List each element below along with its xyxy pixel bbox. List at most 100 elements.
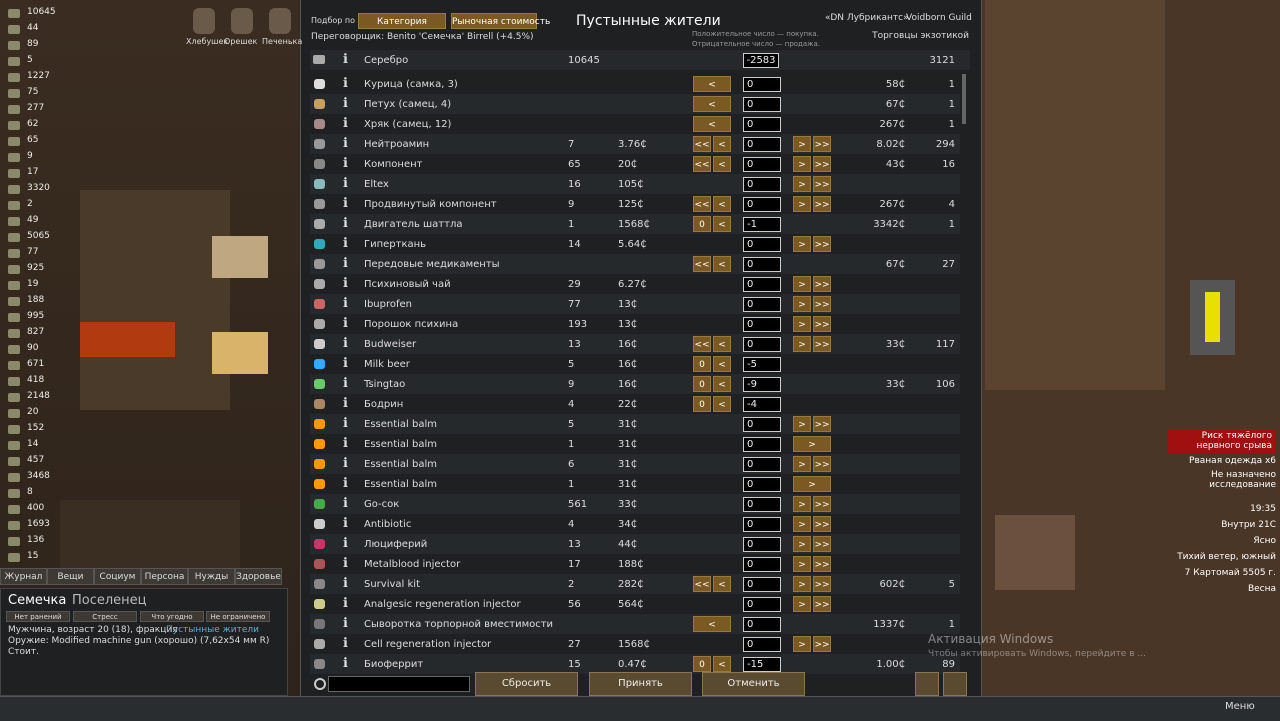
- amount-box[interactable]: 0: [743, 597, 781, 612]
- amount-box[interactable]: 0: [743, 537, 781, 552]
- buy-sell-button[interactable]: >: [793, 296, 811, 312]
- amount-box[interactable]: 0: [743, 297, 781, 312]
- buy-sell-button[interactable]: <: [713, 256, 731, 272]
- amount-box[interactable]: 0: [743, 457, 781, 472]
- amount-box[interactable]: 0: [743, 277, 781, 292]
- accept-button[interactable]: Принять: [589, 672, 692, 696]
- tab-button[interactable]: Здоровье: [235, 568, 282, 585]
- buy-sell-button[interactable]: >>: [813, 416, 831, 432]
- amount-box[interactable]: 0: [743, 257, 781, 272]
- buy-sell-button[interactable]: >>: [813, 536, 831, 552]
- buy-sell-button[interactable]: >>: [813, 496, 831, 512]
- buy-sell-button[interactable]: >: [793, 196, 811, 212]
- buy-sell-button[interactable]: >>: [813, 196, 831, 212]
- amount-box[interactable]: 0: [743, 417, 781, 432]
- buy-sell-button[interactable]: >>: [813, 296, 831, 312]
- buy-sell-button[interactable]: >>: [813, 576, 831, 592]
- buy-sell-button[interactable]: >: [793, 576, 811, 592]
- buy-sell-button[interactable]: >: [793, 536, 811, 552]
- buy-sell-button[interactable]: >>: [813, 236, 831, 252]
- buy-sell-button[interactable]: >>: [813, 456, 831, 472]
- buy-sell-button[interactable]: <<: [693, 336, 711, 352]
- amount-box[interactable]: 0: [743, 237, 781, 252]
- buy-sell-button[interactable]: <: [693, 616, 731, 632]
- amount-box[interactable]: 0: [743, 197, 781, 212]
- colonist-portrait[interactable]: [269, 8, 291, 34]
- tab-button[interactable]: Социум: [94, 568, 141, 585]
- amount-box[interactable]: 0: [743, 77, 781, 92]
- buy-sell-button[interactable]: >>: [813, 276, 831, 292]
- buy-sell-button[interactable]: >>: [813, 596, 831, 612]
- amount-box[interactable]: 0: [743, 517, 781, 532]
- reset-button[interactable]: Сбросить: [475, 672, 578, 696]
- amount-box[interactable]: 0: [743, 337, 781, 352]
- buy-sell-button[interactable]: 0: [693, 396, 711, 412]
- amount-box[interactable]: 0: [743, 137, 781, 152]
- amount-box[interactable]: 0: [743, 117, 781, 132]
- amount-box[interactable]: -4: [743, 397, 781, 412]
- buy-sell-button[interactable]: >: [793, 236, 811, 252]
- gift-button[interactable]: [915, 672, 939, 696]
- buy-sell-button[interactable]: >: [793, 176, 811, 192]
- sort-category[interactable]: Категория: [358, 13, 446, 29]
- amount-box[interactable]: 0: [743, 97, 781, 112]
- buy-sell-button[interactable]: <: [713, 156, 731, 172]
- amount-box[interactable]: -15: [743, 657, 781, 672]
- buy-sell-button[interactable]: >>: [813, 316, 831, 332]
- amount-box[interactable]: 0: [743, 477, 781, 492]
- buy-sell-button[interactable]: >: [793, 476, 831, 492]
- amount-box[interactable]: 0: [743, 177, 781, 192]
- buy-sell-button[interactable]: <<: [693, 156, 711, 172]
- buy-sell-button[interactable]: <: [713, 216, 731, 232]
- buy-sell-button[interactable]: >>: [813, 336, 831, 352]
- amount-box[interactable]: -5: [743, 357, 781, 372]
- buy-sell-button[interactable]: 0: [693, 216, 711, 232]
- buy-sell-button[interactable]: <<: [693, 136, 711, 152]
- buy-sell-button[interactable]: <: [713, 356, 731, 372]
- buy-sell-button[interactable]: >: [793, 436, 831, 452]
- buy-sell-button[interactable]: >>: [813, 156, 831, 172]
- buy-sell-button[interactable]: >>: [813, 516, 831, 532]
- buy-sell-button[interactable]: >>: [813, 136, 831, 152]
- buy-sell-button[interactable]: >>: [813, 636, 831, 652]
- buy-sell-button[interactable]: >: [793, 636, 811, 652]
- buy-sell-button[interactable]: <: [693, 116, 731, 132]
- buy-sell-button[interactable]: <: [713, 576, 731, 592]
- amount-box[interactable]: 0: [743, 497, 781, 512]
- amount-box[interactable]: -9: [743, 377, 781, 392]
- colonist-portrait[interactable]: [231, 8, 253, 34]
- search-input[interactable]: [328, 676, 470, 692]
- buy-sell-button[interactable]: 0: [693, 356, 711, 372]
- buy-sell-button[interactable]: >: [793, 416, 811, 432]
- buy-sell-button[interactable]: 0: [693, 656, 711, 672]
- buy-sell-button[interactable]: >: [793, 516, 811, 532]
- amount-box[interactable]: 0: [743, 317, 781, 332]
- buy-sell-button[interactable]: <: [713, 336, 731, 352]
- amount-box[interactable]: 0: [743, 157, 781, 172]
- amount-box[interactable]: 0: [743, 637, 781, 652]
- buy-sell-button[interactable]: >: [793, 556, 811, 572]
- buy-sell-button[interactable]: >: [793, 156, 811, 172]
- buy-sell-button[interactable]: >>: [813, 556, 831, 572]
- buy-sell-button[interactable]: <: [713, 196, 731, 212]
- buy-sell-button[interactable]: <: [713, 656, 731, 672]
- buy-sell-button[interactable]: <: [713, 396, 731, 412]
- tab-button[interactable]: Нужды: [188, 568, 235, 585]
- buy-sell-button[interactable]: >: [793, 316, 811, 332]
- amount-box[interactable]: 0: [743, 437, 781, 452]
- tab-button[interactable]: Вещи: [47, 568, 94, 585]
- amount-box[interactable]: 0: [743, 557, 781, 572]
- colonist-portrait[interactable]: [193, 8, 215, 34]
- buy-sell-button[interactable]: >: [793, 496, 811, 512]
- buy-sell-button[interactable]: 0: [693, 376, 711, 392]
- buy-sell-button[interactable]: <<: [693, 576, 711, 592]
- caravan-button[interactable]: [943, 672, 967, 696]
- amount-box[interactable]: 0: [743, 617, 781, 632]
- buy-sell-button[interactable]: <: [713, 376, 731, 392]
- buy-sell-button[interactable]: >: [793, 136, 811, 152]
- menu-button[interactable]: Меню: [1225, 701, 1255, 712]
- amount-box[interactable]: 0: [743, 577, 781, 592]
- buy-sell-button[interactable]: >: [793, 336, 811, 352]
- buy-sell-button[interactable]: >: [793, 276, 811, 292]
- buy-sell-button[interactable]: <<: [693, 196, 711, 212]
